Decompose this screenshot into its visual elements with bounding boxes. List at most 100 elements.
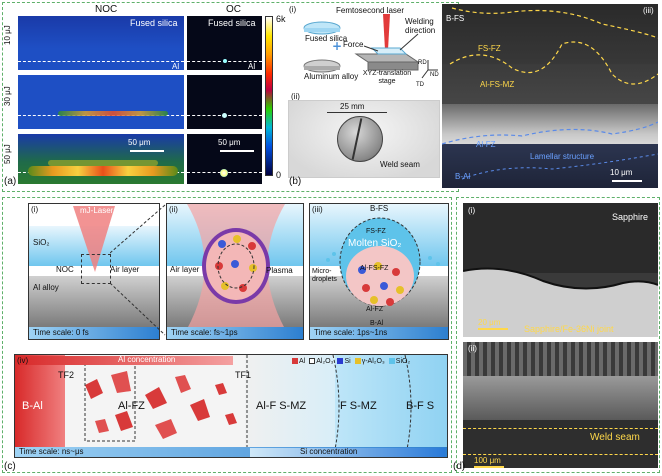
- aluminum-label: Aluminum alloy: [304, 72, 359, 81]
- row-30-label: 30 μJ: [3, 86, 12, 106]
- femto-label: Femtosecond laser: [336, 6, 405, 15]
- laser-setup-diagram: +: [303, 14, 438, 79]
- tf2-label: TF2: [58, 370, 75, 380]
- mj-laser-label: mJ-Laser: [80, 206, 114, 215]
- stage-iii-box: Time scale: 1ps~1ns: [309, 203, 449, 340]
- air-layer-i-label: Air layer: [110, 265, 140, 274]
- alfsmz-label: Al-FS-MZ: [480, 80, 515, 89]
- stage-label: XYZ-translation stage: [362, 70, 412, 85]
- sem-cross-section: [442, 4, 658, 188]
- zoom-lines: [110, 204, 166, 336]
- legend-sio2: SiO₂: [395, 357, 411, 365]
- alfsfz-c-label: Al-FS-FZ: [360, 265, 389, 272]
- scale-bar-a2: [220, 150, 254, 152]
- fsfz-c-label: FS-FZ: [366, 228, 386, 235]
- force-label: Force: [343, 40, 364, 49]
- plasma-label: Plasma: [266, 266, 293, 275]
- fsfz-label: FS-FZ: [478, 44, 501, 53]
- panel-d-label: (d): [453, 461, 466, 472]
- photo-scale-bar: [327, 112, 387, 113]
- welding-direction-label: Welding direction: [405, 17, 436, 35]
- noc-30-image: [18, 75, 184, 129]
- stage-i-box: Time scale: 0 fs: [28, 203, 160, 340]
- fsmz-iv-label: F S-MZ: [340, 400, 377, 412]
- panel-c-label: (c): [4, 461, 16, 472]
- sem-scale-label: 10 μm: [610, 168, 633, 177]
- micro-droplets-label: Micro-droplets: [312, 268, 337, 283]
- panel-b-label: (b): [289, 176, 302, 187]
- bal-iv-label: B-Al: [22, 400, 43, 412]
- photo-scale-label: 25 mm: [340, 102, 365, 111]
- panel-a-label: (a): [4, 176, 17, 187]
- svg-text:+: +: [332, 39, 342, 53]
- panel-b-sub-i: (i): [289, 5, 297, 14]
- bal-c-label: B-Al: [370, 320, 384, 327]
- fused-silica-label-2: Fused silica: [208, 18, 256, 28]
- colorbar-max-label: 6k: [276, 14, 286, 24]
- sapphire-label: Sapphire: [612, 212, 649, 222]
- td-label: TD: [416, 82, 424, 88]
- stage-iv-legend: Al Al₂O₃ Si γ-Al₂O₃ SiO₂: [292, 356, 446, 366]
- scale-bar-a1: [130, 150, 164, 152]
- panel-d-frame: [456, 197, 660, 473]
- panel-d-sub-i: (i): [468, 206, 476, 215]
- al-concentration-arrow: [18, 356, 233, 365]
- stage-ii-box: Time scale: fs~1ps: [166, 203, 304, 340]
- noc-c-label: NOC: [56, 265, 74, 274]
- oc-30-image: [187, 75, 262, 129]
- scale-label-a1: 50 μm: [128, 138, 151, 147]
- sio2-label: SiO₂: [33, 238, 50, 247]
- stage-ii-time: Time scale: fs~1ps: [167, 327, 303, 339]
- weld-seam-d-label: Weld seam: [590, 432, 640, 443]
- nd-label: ND: [430, 72, 439, 78]
- scale-d2-label: 100 μm: [474, 456, 501, 465]
- weld-seam-b-label: Weld seam: [380, 160, 420, 169]
- alfz-label: Al-FZ: [476, 140, 496, 149]
- joint-label: Sapphire/Fe-36Ni joint: [524, 324, 614, 334]
- colorbar: [265, 16, 273, 176]
- bal-label: B-Al: [455, 172, 471, 181]
- si-conc-label: Si concentration: [300, 447, 358, 456]
- scale-bar-d2: [474, 466, 504, 468]
- panel-iii-sub: (iii): [643, 6, 654, 15]
- al-label-2: Al: [248, 62, 256, 71]
- legend-gamma-al2o3: γ-Al₂O₃: [361, 357, 385, 365]
- fused-silica-b-label: Fused silica: [305, 34, 348, 43]
- stage-iv-time: Time scale: ns~μs: [15, 447, 447, 457]
- al-label-1: Al: [172, 62, 180, 71]
- legend-si: Si: [344, 357, 351, 365]
- noc-50-image: [18, 134, 184, 184]
- rd-label: RD: [418, 60, 427, 66]
- alfsmz-iv-label: Al-F S-MZ: [256, 400, 307, 412]
- legend-al: Al: [299, 357, 306, 365]
- panel-b-sub-ii: (ii): [291, 92, 300, 101]
- col-oc-label: OC: [226, 4, 241, 15]
- si-concentration-arrow: [250, 448, 445, 457]
- alfz-c-label: Al-FZ: [366, 306, 384, 313]
- col-noc-label: NOC: [95, 4, 118, 15]
- scale-label-a2: 50 μm: [218, 138, 241, 147]
- panel-c-frame: [2, 197, 452, 473]
- noc-10-image: [18, 16, 184, 70]
- stage-iv-box: Time scale: ns~μs: [14, 354, 448, 458]
- row-10-label: 10 μJ: [3, 25, 12, 45]
- oc-10-image: [187, 16, 262, 70]
- legend-al2o3: Al₂O₃: [316, 357, 334, 365]
- bfs-label: B-FS: [446, 14, 465, 23]
- alfz-iv-label: Al-FZ: [118, 400, 145, 412]
- scale-d1-label: 20 μm: [478, 318, 501, 327]
- bfs-iv-label: B-F S: [406, 400, 435, 412]
- oc-50-image: [187, 134, 262, 184]
- weld-photo: [288, 100, 440, 178]
- colorbar-min-label: 0: [276, 170, 282, 180]
- row-50-label: 50 μJ: [3, 144, 12, 164]
- stage-iii-sub: (iii): [312, 205, 323, 214]
- panel-d-sub-ii: (ii): [468, 344, 477, 353]
- stage-iv-sub: (iv): [17, 356, 29, 365]
- al-alloy-label: Al alloy: [33, 283, 59, 292]
- molten-label: Molten SiO₂: [348, 238, 402, 249]
- bfs-c-label: B-FS: [370, 204, 389, 213]
- lamellar-label: Lamellar structure: [530, 152, 595, 161]
- tf1-label: TF1: [235, 370, 252, 380]
- weld-seam-image: [463, 342, 658, 468]
